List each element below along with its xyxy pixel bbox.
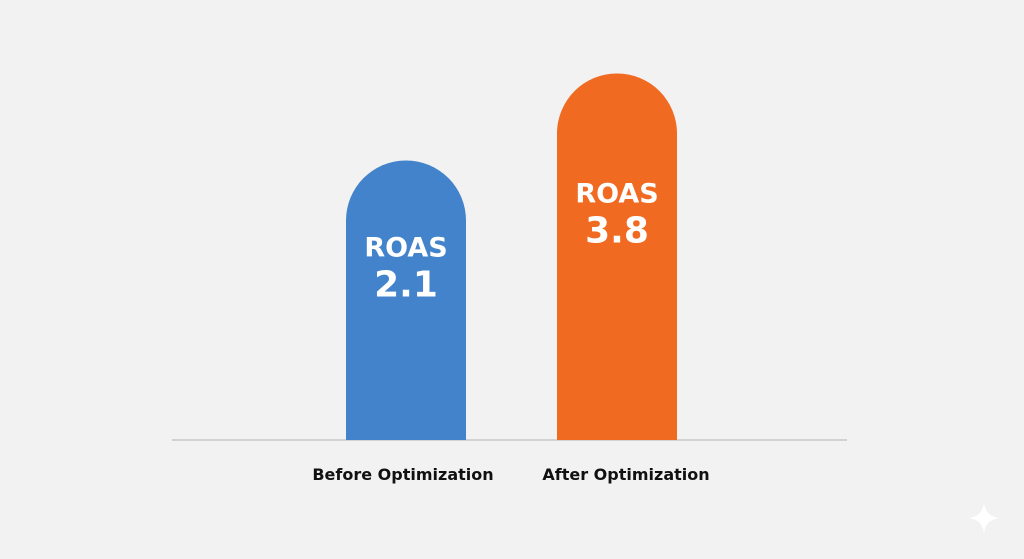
bar-value-label: 2.1	[374, 265, 438, 306]
sparkle-icon	[968, 502, 1000, 534]
bar-metric-label: ROAS	[364, 233, 447, 264]
category-label: After Optimization	[542, 465, 709, 484]
bar-after	[557, 73, 677, 441]
bar-value-label: 3.8	[585, 211, 649, 252]
bar-before	[346, 160, 466, 440]
bar-metric-label: ROAS	[575, 179, 658, 210]
category-label: Before Optimization	[312, 465, 493, 484]
